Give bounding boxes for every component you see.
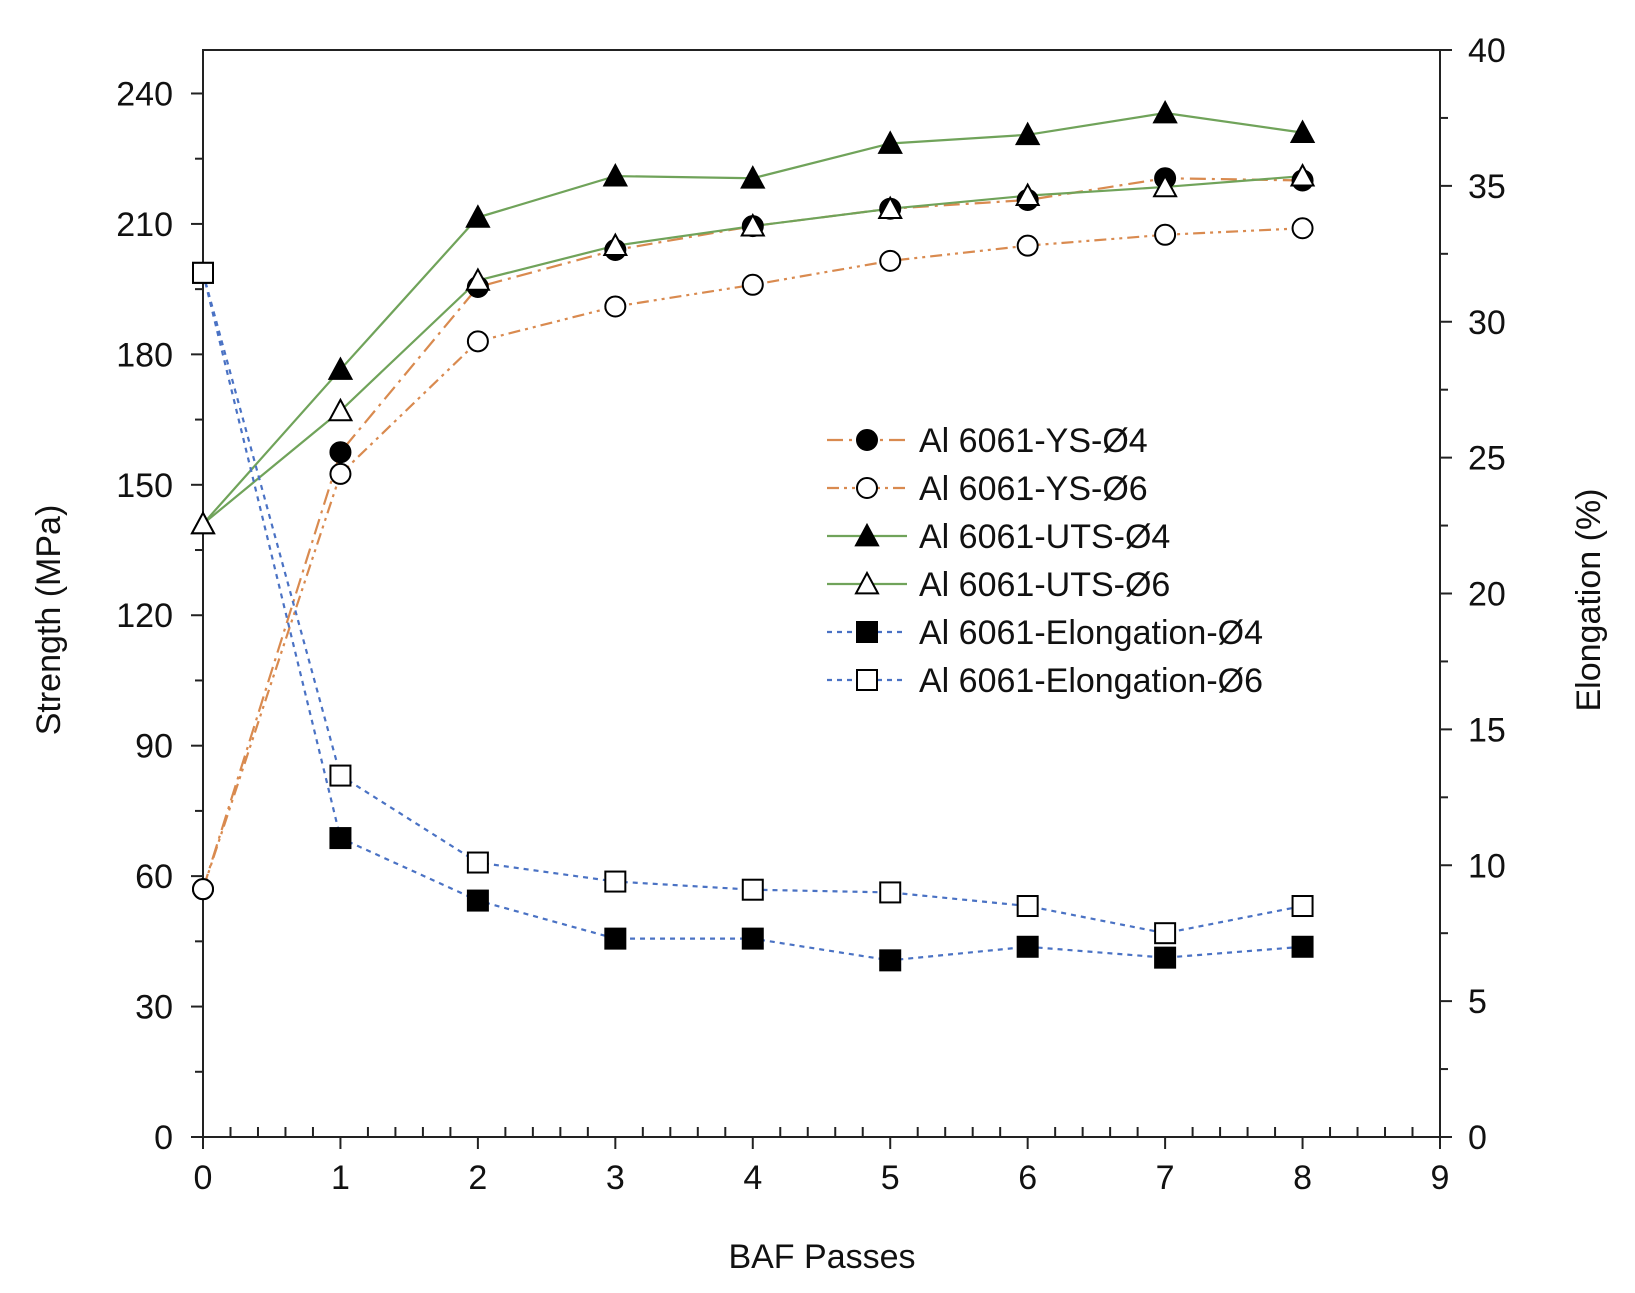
y-tick-label: 240 xyxy=(116,75,173,113)
y2-tick-labels: 0 5 10 15 20 25 30 35 40 xyxy=(1468,32,1506,1157)
legend-label: Al 6061-UTS-Ø6 xyxy=(919,566,1170,604)
legend-marker xyxy=(854,522,880,547)
series-line xyxy=(201,227,1303,890)
data-point xyxy=(1154,946,1177,969)
x-tick-label: 0 xyxy=(194,1159,213,1197)
x-tick-label: 4 xyxy=(743,1159,762,1197)
data-point xyxy=(1154,922,1177,945)
y2-tick-label: 25 xyxy=(1468,440,1506,478)
data-point xyxy=(329,764,352,787)
data-point xyxy=(327,397,354,422)
legend-marker xyxy=(856,669,878,691)
data-point xyxy=(604,927,627,950)
data-point xyxy=(466,851,489,874)
legend-label: Al 6061-Elongation-Ø6 xyxy=(919,662,1263,700)
x-tick-label: 2 xyxy=(468,1159,487,1197)
plot-area-frame xyxy=(202,49,1441,1138)
y2-tick-label: 40 xyxy=(1468,32,1506,70)
legend-marker xyxy=(856,429,878,451)
data-point xyxy=(877,195,903,220)
data-point xyxy=(604,870,627,893)
major-ticks xyxy=(191,49,1452,1149)
data-point xyxy=(465,204,491,228)
data-point xyxy=(1014,121,1041,146)
x-tick-label: 9 xyxy=(1431,1159,1450,1197)
data-point xyxy=(465,267,491,291)
data-point xyxy=(741,878,764,901)
data-point xyxy=(1291,217,1314,240)
y-tick-label: 150 xyxy=(116,467,173,505)
y-tick-label: 30 xyxy=(135,989,173,1027)
data-point xyxy=(602,162,629,187)
data-point xyxy=(1016,234,1039,257)
data-point xyxy=(192,878,214,901)
data-point xyxy=(604,295,627,318)
y2-tick-label: 30 xyxy=(1468,304,1506,342)
data-point xyxy=(1289,119,1316,143)
data-point xyxy=(329,441,352,464)
minor-ticks xyxy=(195,116,1448,1137)
data-point xyxy=(740,165,766,189)
data-point xyxy=(1152,99,1178,124)
y2-tick-label: 35 xyxy=(1468,168,1506,206)
data-point xyxy=(879,881,902,904)
y2-axis-title: Elongation (%) xyxy=(1570,488,1608,711)
data-point xyxy=(879,249,902,272)
data-point xyxy=(329,462,352,485)
y-tick-label: 180 xyxy=(116,336,173,374)
data-point xyxy=(1154,223,1177,246)
x-tick-label: 3 xyxy=(606,1159,625,1197)
x-tick-label: 6 xyxy=(1018,1159,1037,1197)
y2-tick-label: 15 xyxy=(1468,711,1506,749)
y-tick-label: 60 xyxy=(135,858,173,896)
y-axis-title: Strength (MPa) xyxy=(30,505,68,736)
legend-label: Al 6061-UTS-Ø4 xyxy=(919,518,1170,556)
legend-marker xyxy=(856,477,878,499)
data-point xyxy=(741,273,764,296)
data-point xyxy=(602,232,629,257)
data-point xyxy=(1152,173,1178,198)
data-point xyxy=(192,261,214,284)
legend-marker xyxy=(856,621,878,643)
y-tick-labels: 0 30 60 90 120 150 180 210 240 xyxy=(116,75,173,1157)
data-point xyxy=(1291,895,1314,918)
y2-tick-label: 5 xyxy=(1468,983,1487,1021)
data-point xyxy=(1014,182,1041,207)
x-tick-label: 5 xyxy=(881,1159,900,1197)
data-point xyxy=(327,356,354,380)
data-point xyxy=(741,927,764,950)
legend-label: Al 6061-YS-Ø4 xyxy=(919,422,1148,460)
y-tick-label: 210 xyxy=(116,206,173,244)
y-tick-label: 0 xyxy=(154,1119,173,1157)
y-tick-label: 120 xyxy=(116,597,173,635)
x-tick-label: 7 xyxy=(1156,1159,1175,1197)
y-tick-label: 90 xyxy=(135,728,173,766)
series-markers xyxy=(190,99,1316,972)
x-tick-label: 8 xyxy=(1293,1159,1312,1197)
legend-label: Al 6061-YS-Ø6 xyxy=(919,470,1148,508)
x-axis-title: BAF Passes xyxy=(728,1238,915,1276)
legend: Al 6061-YS-Ø4 Al 6061-YS-Ø6 Al 6061-UTS-Ø4… xyxy=(827,422,1263,700)
data-point xyxy=(879,949,902,972)
x-tick-labels: 0 1 2 3 4 5 6 7 8 9 xyxy=(194,1159,1450,1197)
data-point xyxy=(877,130,903,154)
y2-tick-label: 10 xyxy=(1468,847,1506,885)
data-point xyxy=(1016,895,1039,918)
data-point xyxy=(740,212,766,237)
data-point xyxy=(466,330,489,353)
data-point xyxy=(466,889,489,912)
y2-tick-label: 20 xyxy=(1468,576,1506,614)
legend-label: Al 6061-Elongation-Ø4 xyxy=(919,614,1263,652)
legend-marker xyxy=(854,570,880,595)
y2-tick-label: 0 xyxy=(1468,1119,1487,1157)
data-point xyxy=(329,827,352,850)
data-point xyxy=(190,510,216,535)
data-point xyxy=(1291,935,1314,958)
x-tick-label: 1 xyxy=(331,1159,350,1197)
data-point xyxy=(1016,935,1039,958)
data-point xyxy=(1289,162,1316,187)
